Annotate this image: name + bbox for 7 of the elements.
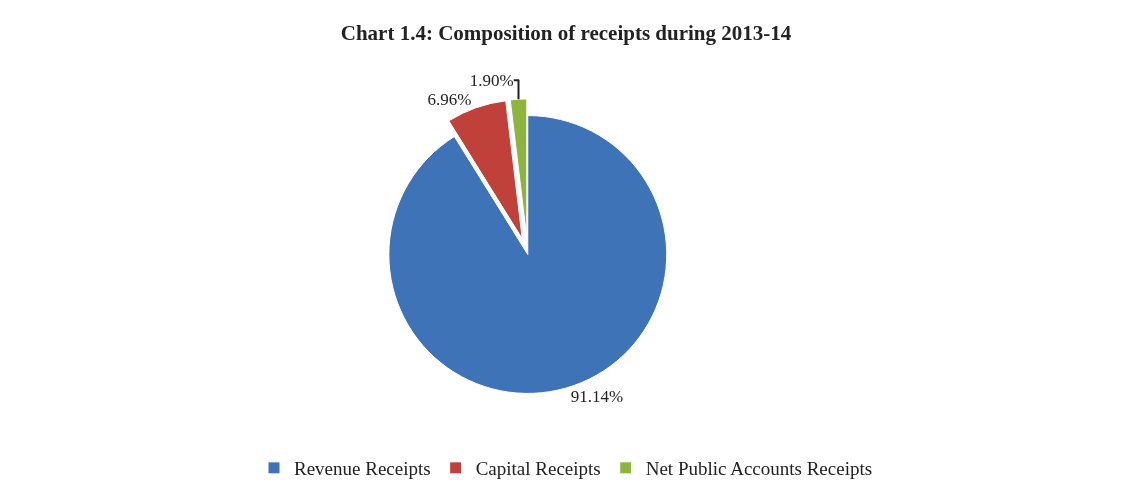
legend-label: Capital Receipts (475, 458, 601, 480)
legend-label: Revenue Receipts (294, 458, 431, 480)
data-label: 1.90% (469, 70, 514, 90)
legend-label: Net Public Accounts Receipts (645, 458, 873, 480)
chart-title: Chart 1.4: Composition of receipts during 2013-14 (340, 20, 792, 45)
data-label: 6.96% (427, 89, 472, 109)
data-label: 91.14% (570, 387, 624, 407)
